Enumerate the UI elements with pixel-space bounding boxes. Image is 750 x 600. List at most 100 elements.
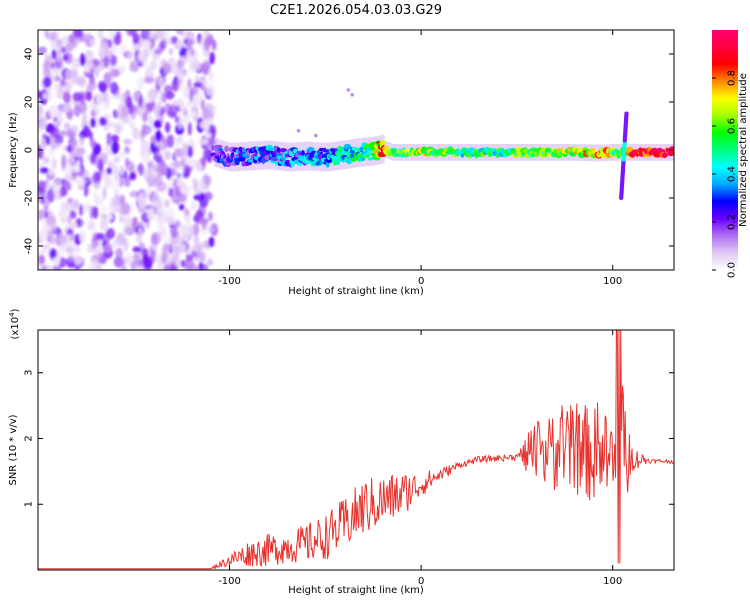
noise-blob [165,135,172,146]
noise-blob [129,171,137,181]
noise-blob [187,185,192,198]
noise-blob [98,30,104,40]
noise-blob [72,92,83,102]
noise-blob [78,229,86,243]
noise-blob [174,78,183,85]
noise-blob [41,264,47,270]
noise-blob [38,46,47,55]
noise-blob [124,146,130,154]
noise-blob [72,246,82,253]
noise-blob [118,94,124,103]
noise-blob [76,76,87,88]
noise-blob [56,48,62,60]
noise-blob [200,227,207,237]
noise-blob [99,42,109,51]
track-blob [230,152,235,158]
noise-blob [144,187,152,195]
noise-blob [63,91,71,104]
spectrogram-y-tick-label: -40 [24,238,35,254]
noise-blob [69,210,77,219]
noise-blob [101,205,107,213]
noise-blob [112,164,119,178]
noise-blob [111,141,120,155]
noise-blob [207,211,213,222]
noise-blob [154,30,165,40]
snr-axes: -100 0 100 1 2 3 [24,330,674,587]
noise-blob [46,214,57,228]
noise-blob [202,47,211,57]
noise-blob [79,30,84,39]
noise-blob [86,220,96,232]
noise-blob [99,83,107,94]
noise-blob [189,110,196,118]
noise-blob [66,215,72,225]
noise-blob [137,194,147,209]
noise-blob [119,165,124,176]
noise-blob [176,177,181,188]
noise-blob [43,205,49,219]
noise-blob [53,81,59,92]
noise-blob [88,38,96,47]
noise-blob [183,164,191,177]
noise-blob [208,104,217,115]
noise-blob [113,256,124,268]
noise-blob [186,216,191,227]
noise-blob [42,76,52,88]
snr-y-tick-label: 3 [24,370,35,376]
noise-blob [125,157,130,167]
noise-blob [154,48,162,55]
noise-blob [165,37,173,46]
noise-blob [38,104,44,118]
noise-blob [120,263,127,270]
noise-blob [93,190,98,202]
noise-blob [46,32,56,41]
noise-blob [132,33,140,44]
noise-blob [99,212,106,220]
noise-blob [38,209,45,220]
noise-blob [147,88,158,101]
noise-blob [173,247,181,261]
noise-blob [148,115,154,126]
noise-blob [187,145,193,158]
noise-blob [206,35,213,46]
colorbar: 0.0 0.2 0.4 0.6 0.8 Normalized spectral ampl… [712,30,749,278]
noise-blob [170,224,178,238]
noise-blob [161,249,168,262]
noise-blob [77,178,86,186]
noise-blob [71,59,81,69]
noise-blob [157,214,164,226]
colorbar-title: Normalized spectral amplitude [738,73,749,227]
noise-blob [184,257,194,270]
noise-blob [73,164,80,173]
spectrogram-y-tick-label: 0 [24,147,35,153]
noise-blob [180,259,185,268]
noise-blob [165,91,175,100]
noise-blob [41,243,50,250]
noise-blob [73,150,81,157]
noise-blob [109,182,119,189]
noise-blob [195,91,204,101]
spectrogram-x-tick-label: -100 [218,276,241,287]
noise-blob [192,178,198,192]
noise-blob [152,199,158,208]
noise-blob [123,237,129,252]
snr-plot-area [38,330,674,570]
noise-blob [164,199,170,208]
noise-blob [86,38,91,46]
noise-blob [102,243,113,253]
noise-blob [200,251,206,263]
noise-blob [123,215,132,228]
track-blob [316,150,321,155]
noise-blob [161,37,167,47]
noise-blob [88,100,96,111]
noise-blob [56,234,67,244]
noise-blob [47,166,56,176]
noise-blob [106,161,115,168]
noise-blob [142,39,152,50]
spectrogram-x-axis-title: Height of straight line (km) [288,286,424,297]
snr-x-axis-title: Height of straight line (km) [288,585,424,596]
noise-blob [46,90,53,102]
snr-x-tick-label: -100 [218,576,241,587]
noise-blob [123,138,133,145]
